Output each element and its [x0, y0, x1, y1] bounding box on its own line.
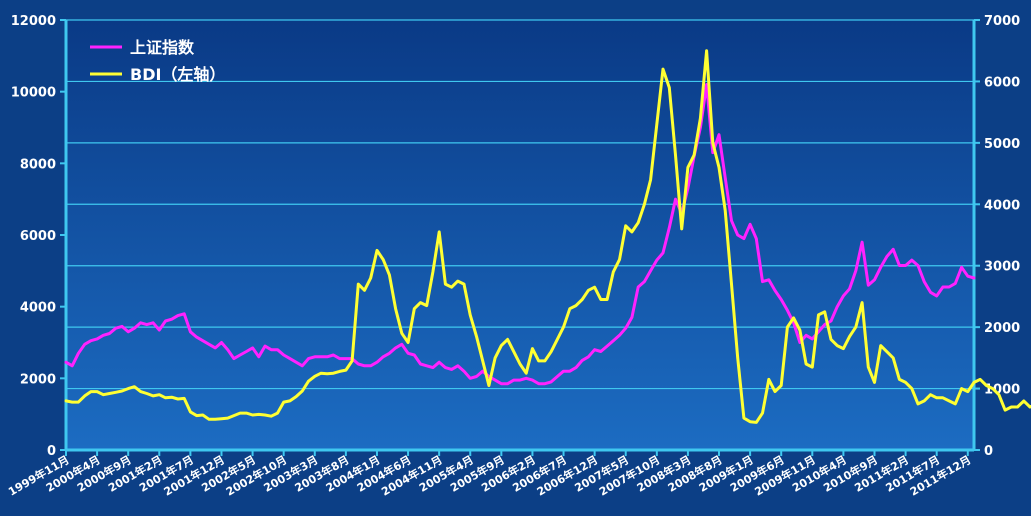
right-tick-label: 3000 — [984, 260, 1020, 275]
right-tick-label: 4000 — [984, 198, 1020, 213]
right-tick-label: 5000 — [984, 137, 1020, 152]
left-tick-label: 8000 — [20, 157, 56, 172]
left-tick-label: 6000 — [20, 229, 56, 244]
series-line-bdi — [64, 49, 1031, 424]
legend: 上证指数 BDI（左轴） — [90, 38, 225, 84]
right-tick-label: 2000 — [984, 321, 1020, 336]
right-tick-label: 7000 — [984, 14, 1020, 29]
left-tick-label: 0 — [47, 444, 56, 459]
legend-label-bdi: BDI（左轴） — [130, 65, 225, 84]
left-tick-label: 10000 — [11, 86, 56, 101]
right-axis-ticks: 0 1000 2000 3000 4000 5000 6000 7000 — [974, 14, 1020, 459]
right-tick-label: 6000 — [984, 75, 1020, 90]
left-tick-label: 4000 — [20, 301, 56, 316]
left-axis-ticks: 0 2000 4000 6000 8000 10000 12000 — [11, 14, 66, 459]
series-line-shanghai — [64, 83, 976, 386]
left-tick-label: 2000 — [20, 372, 56, 387]
left-tick-label: 12000 — [11, 14, 56, 29]
legend-label-shanghai: 上证指数 — [130, 38, 195, 57]
right-tick-label: 1000 — [984, 383, 1020, 398]
plot-area — [66, 20, 974, 450]
series-group — [64, 49, 1031, 424]
right-tick-label: 0 — [984, 444, 993, 459]
